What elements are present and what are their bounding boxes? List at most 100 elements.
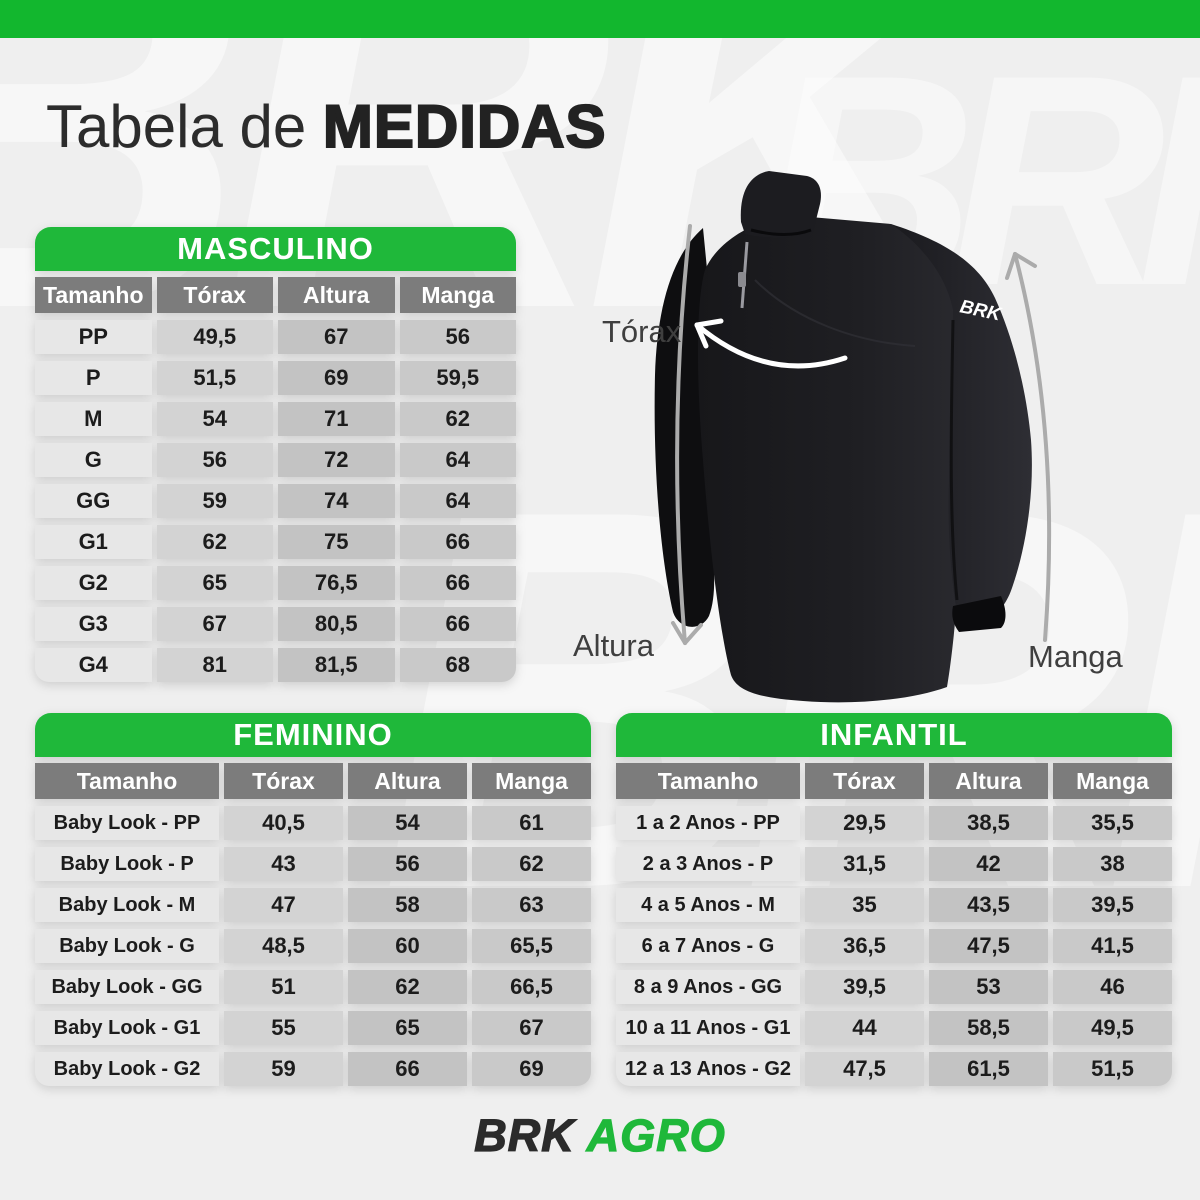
shirt-svg: BRK [654,171,1052,703]
table-title: MASCULINO [35,227,516,271]
value-cell: 59 [224,1052,343,1086]
value-cell: 62 [472,847,591,881]
size-cell: P [35,361,152,395]
value-cell: 66,5 [472,970,591,1004]
column-header: Tamanho [35,763,219,799]
table-title: INFANTIL [616,713,1172,757]
column-header: Manga [1053,763,1172,799]
value-cell: 56 [399,320,516,354]
column-header: Tamanho [35,277,152,313]
size-cell: 10 a 11 Anos - G1 [616,1011,800,1045]
size-cell: G4 [35,648,152,682]
value-cell: 64 [399,484,516,518]
page-title-bold: MEDIDAS [322,93,607,161]
size-cell: G1 [35,525,152,559]
value-cell: 51,5 [156,361,273,395]
value-cell: 66 [399,525,516,559]
value-cell: 61 [472,806,591,840]
value-cell: 43 [224,847,343,881]
size-cell: Baby Look - GG [35,970,219,1004]
value-cell: 55 [224,1011,343,1045]
value-cell: 65 [156,566,273,600]
torax-arrow-icon [694,318,848,369]
column-header: Tórax [805,763,924,799]
value-cell: 49,5 [1053,1011,1172,1045]
value-cell: 81,5 [278,648,395,682]
value-cell: 75 [278,525,395,559]
value-cell: 38,5 [929,806,1048,840]
value-cell: 74 [278,484,395,518]
value-cell: 67 [472,1011,591,1045]
value-cell: 54 [156,402,273,436]
column-header: Manga [399,277,516,313]
size-cell: 12 a 13 Anos - G2 [616,1052,800,1086]
column-header: Tórax [224,763,343,799]
value-cell: 56 [156,443,273,477]
value-cell: 81 [156,648,273,682]
value-cell: 61,5 [929,1052,1048,1086]
size-cell: 6 a 7 Anos - G [616,929,800,963]
value-cell: 47,5 [929,929,1048,963]
size-cell: Baby Look - G1 [35,1011,219,1045]
value-cell: 51 [224,970,343,1004]
value-cell: 69 [278,361,395,395]
size-cell: Baby Look - M [35,888,219,922]
value-cell: 47,5 [805,1052,924,1086]
column-header: Altura [278,277,395,313]
value-cell: 68 [399,648,516,682]
value-cell: 38 [1053,847,1172,881]
value-cell: 35 [805,888,924,922]
page-title-regular: Tabela de [46,93,307,160]
value-cell: 66 [399,607,516,641]
column-header: Altura [929,763,1048,799]
value-cell: 46 [1053,970,1172,1004]
value-cell: 29,5 [805,806,924,840]
value-cell: 64 [399,443,516,477]
value-cell: 56 [348,847,467,881]
page-title: Tabela de MEDIDAS [46,93,607,161]
manga-arrow-icon [1005,252,1052,642]
altura-label: Altura [573,628,654,663]
value-cell: 40,5 [224,806,343,840]
value-cell: 62 [348,970,467,1004]
table-title: FEMININO [35,713,591,757]
value-cell: 58 [348,888,467,922]
size-cell: 8 a 9 Anos - GG [616,970,800,1004]
table-masculino: MASCULINO Tamanho Tórax Altura Manga PP 49,5 67… [35,227,516,682]
manga-label: Manga [1028,639,1123,674]
value-cell: 39,5 [805,970,924,1004]
table-feminino: FEMININO Tamanho Tórax Altura Manga Baby Look… [35,713,591,1086]
shirt-body-graphic: BRK [654,171,1032,703]
size-cell: Baby Look - P [35,847,219,881]
brand-footer-agro: AGRO [586,1109,726,1161]
size-cell: 4 a 5 Anos - M [616,888,800,922]
size-cell: G [35,443,152,477]
value-cell: 59,5 [399,361,516,395]
value-cell: 66 [348,1052,467,1086]
value-cell: 63 [472,888,591,922]
value-cell: 51,5 [1053,1052,1172,1086]
value-cell: 69 [472,1052,591,1086]
column-header: Altura [348,763,467,799]
value-cell: 62 [399,402,516,436]
value-cell: 59 [156,484,273,518]
value-cell: 58,5 [929,1011,1048,1045]
value-cell: 72 [278,443,395,477]
top-green-bar [0,0,1200,38]
value-cell: 41,5 [1053,929,1172,963]
value-cell: 62 [156,525,273,559]
value-cell: 65,5 [472,929,591,963]
value-cell: 43,5 [929,888,1048,922]
size-cell: M [35,402,152,436]
value-cell: 31,5 [805,847,924,881]
size-cell: 2 a 3 Anos - P [616,847,800,881]
value-cell: 67 [278,320,395,354]
size-cell: G2 [35,566,152,600]
size-cell: Baby Look - G [35,929,219,963]
value-cell: 60 [348,929,467,963]
value-cell: 80,5 [278,607,395,641]
value-cell: 35,5 [1053,806,1172,840]
brand-footer: BRK AGRO [0,1109,1200,1162]
value-cell: 39,5 [1053,888,1172,922]
